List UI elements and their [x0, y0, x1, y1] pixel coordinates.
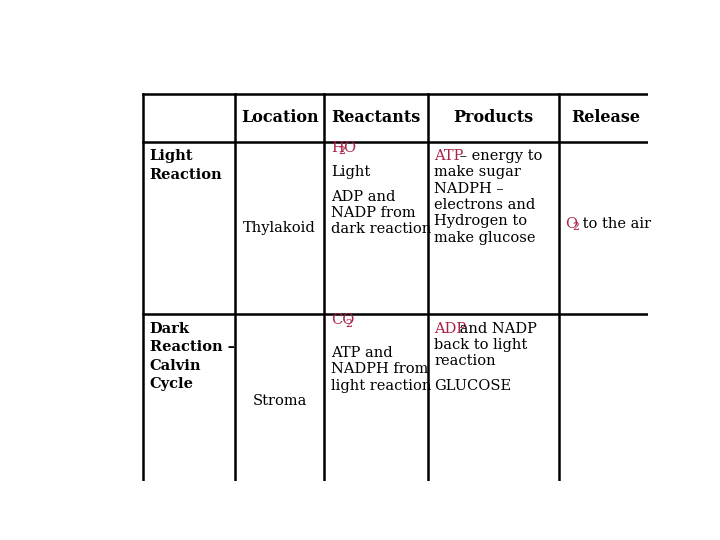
Text: light reaction: light reaction [331, 379, 431, 393]
Text: to the air: to the air [577, 217, 651, 231]
Text: dark reaction: dark reaction [331, 222, 431, 237]
Text: Location: Location [241, 109, 318, 126]
Text: and NADP: and NADP [455, 322, 537, 336]
Text: Light
Reaction: Light Reaction [150, 149, 222, 181]
Text: 2: 2 [572, 222, 580, 233]
Text: electrons and: electrons and [434, 198, 536, 212]
Text: ADP: ADP [434, 322, 467, 336]
Text: NADPH from: NADPH from [331, 362, 428, 376]
Text: Products: Products [453, 109, 534, 126]
Text: Dark
Reaction –
Calvin
Cycle: Dark Reaction – Calvin Cycle [150, 322, 235, 391]
Text: back to light: back to light [434, 338, 528, 352]
Text: 2: 2 [338, 146, 345, 156]
Text: – energy to: – energy to [455, 149, 543, 163]
Text: NADPH –: NADPH – [434, 182, 504, 196]
Text: Reactants: Reactants [331, 109, 420, 126]
Text: make glucose: make glucose [434, 231, 536, 245]
Text: ATP and: ATP and [331, 346, 392, 360]
Text: Hydrogen to: Hydrogen to [434, 214, 528, 228]
Text: NADP from: NADP from [331, 206, 415, 220]
Text: 2: 2 [345, 319, 352, 329]
Text: Release: Release [572, 109, 641, 126]
Text: Light: Light [331, 165, 370, 179]
Text: Stroma: Stroma [253, 394, 307, 408]
Text: O: O [343, 140, 356, 154]
Text: O: O [565, 217, 577, 231]
Text: make sugar: make sugar [434, 165, 521, 179]
Text: ADP and: ADP and [331, 190, 395, 204]
Text: GLUCOSE: GLUCOSE [434, 379, 511, 393]
Text: Thylakoid: Thylakoid [243, 221, 316, 235]
Text: reaction: reaction [434, 354, 496, 368]
Text: ATP: ATP [434, 149, 464, 163]
Text: H: H [331, 140, 344, 154]
Text: CO: CO [331, 313, 354, 327]
